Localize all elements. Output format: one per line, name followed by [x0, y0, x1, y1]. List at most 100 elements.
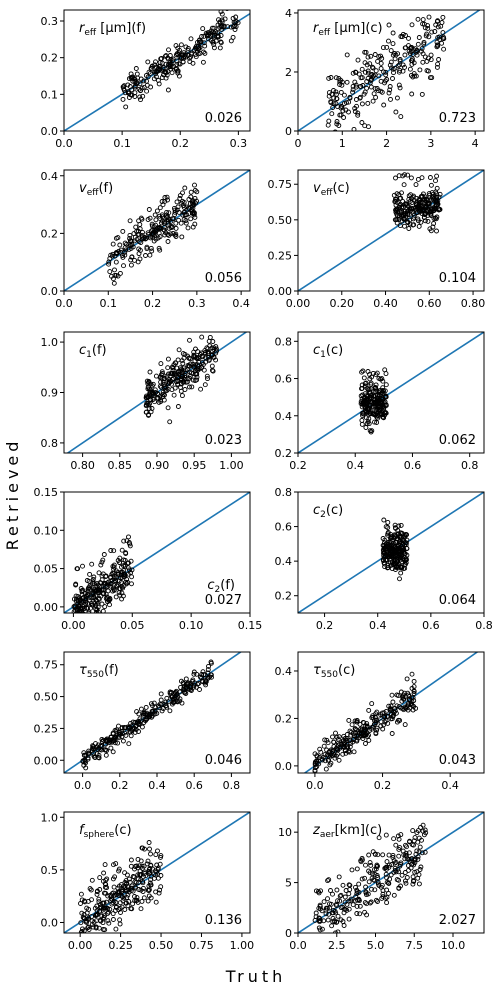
data-point: [355, 112, 361, 118]
data-point: [153, 217, 159, 223]
data-point: [402, 690, 407, 696]
data-point: [331, 751, 336, 757]
y-tick-label: 0.6: [275, 521, 293, 534]
data-point: [138, 706, 144, 712]
data-point: [359, 75, 365, 81]
data-point: [211, 45, 217, 51]
data-point: [362, 900, 368, 906]
data-point: [396, 836, 402, 842]
data-point: [84, 593, 90, 599]
panel-title: zaer[km](c): [312, 823, 382, 840]
data-point: [215, 22, 221, 28]
data-point: [389, 711, 394, 717]
data-point: [113, 926, 119, 932]
data-point: [148, 396, 153, 402]
x-tick-label: 1.00: [219, 459, 244, 472]
data-point: [406, 226, 412, 231]
data-point: [351, 749, 357, 755]
data-point: [400, 694, 406, 700]
data-point: [112, 737, 118, 743]
data-point: [146, 888, 152, 894]
data-point: [388, 716, 394, 722]
rmse-label: 0.723: [439, 111, 476, 126]
data-point: [110, 241, 116, 247]
data-point: [116, 590, 122, 596]
data-point: [107, 906, 113, 912]
data-point: [337, 898, 343, 904]
data-point: [427, 192, 433, 198]
data-point: [170, 56, 176, 62]
data-point: [83, 752, 89, 758]
data-point: [410, 707, 416, 713]
data-point: [117, 917, 123, 923]
data-point: [343, 888, 349, 893]
data-point: [349, 867, 355, 873]
data-point: [157, 383, 163, 389]
data-point: [113, 729, 119, 735]
data-point: [180, 59, 186, 65]
scatter-points: [358, 367, 389, 435]
data-point: [161, 220, 167, 226]
data-point: [409, 58, 414, 64]
y-tick-label: 10: [278, 826, 292, 839]
data-point: [329, 910, 335, 916]
data-point: [354, 866, 360, 872]
data-point: [144, 378, 150, 384]
data-point: [187, 681, 193, 687]
data-point: [101, 590, 107, 596]
data-point: [130, 901, 136, 907]
data-point: [391, 836, 397, 842]
x-tick-label: 0.05: [120, 619, 145, 632]
data-point: [177, 47, 182, 53]
x-tick-label: 0.20: [330, 297, 355, 310]
data-point: [191, 349, 197, 355]
data-point: [178, 370, 184, 376]
data-point: [177, 698, 182, 704]
data-point: [173, 234, 179, 239]
data-point: [199, 365, 204, 371]
data-point: [182, 209, 188, 215]
panel-title: τ550(f): [79, 663, 119, 680]
data-point: [129, 87, 135, 93]
data-point: [150, 866, 156, 872]
data-point: [186, 363, 192, 369]
data-point: [329, 923, 335, 929]
data-point: [173, 225, 179, 231]
data-point: [338, 89, 344, 95]
data-point: [187, 201, 193, 207]
data-point: [192, 680, 198, 686]
data-point: [363, 862, 368, 868]
data-point: [122, 245, 128, 251]
data-point: [419, 46, 425, 52]
data-point: [185, 47, 191, 53]
data-point: [110, 276, 116, 282]
data-point: [402, 704, 408, 710]
y-tick-label: 0.1: [41, 88, 59, 101]
data-point: [364, 85, 370, 91]
data-point: [91, 595, 96, 601]
x-tick-label: 0.15: [238, 619, 263, 632]
data-point: [359, 369, 365, 375]
data-point: [158, 697, 164, 703]
x-tick-label: 0.8: [461, 459, 479, 472]
data-point: [373, 68, 379, 74]
panel-title: c1(f): [79, 343, 107, 360]
data-point: [396, 885, 402, 891]
data-point: [136, 721, 142, 727]
rmse-label: 0.136: [205, 913, 242, 928]
data-point: [407, 66, 413, 72]
data-point: [375, 881, 381, 887]
data-point: [367, 860, 373, 866]
y-tick-label: 0.50: [34, 691, 59, 704]
data-point: [365, 387, 371, 393]
data-point: [98, 562, 104, 568]
data-point: [124, 576, 130, 582]
data-point: [362, 404, 368, 410]
data-point: [363, 884, 369, 890]
data-point: [152, 399, 157, 405]
data-point: [209, 674, 214, 680]
data-point: [402, 52, 408, 58]
y-tick-label: 0.0: [41, 916, 59, 929]
data-point: [345, 744, 351, 750]
data-point: [437, 207, 443, 212]
